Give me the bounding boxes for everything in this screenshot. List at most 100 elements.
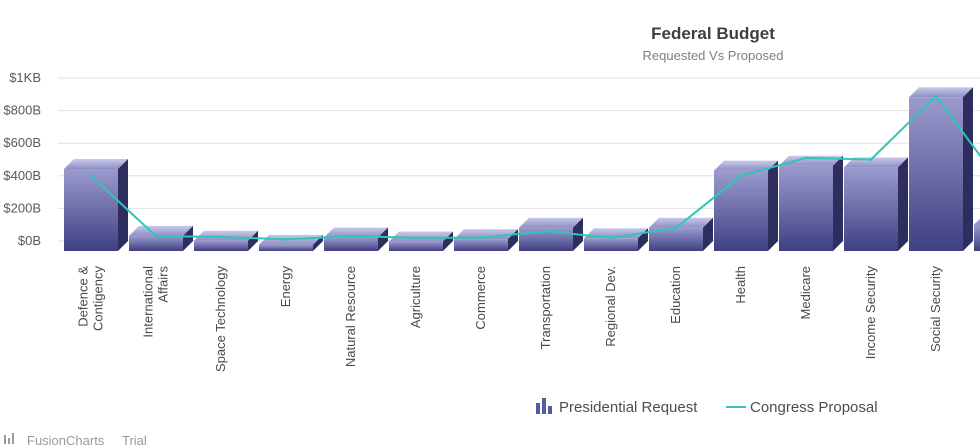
legend-label-congress-proposal: Congress Proposal (750, 399, 878, 416)
bar-front (389, 241, 443, 251)
y-tick-label: $600B (3, 135, 41, 150)
legend-label-presidential-request: Presidential Request (559, 399, 698, 416)
x-label-income-security: Income Security (863, 266, 878, 360)
x-label-energy: Energy (278, 266, 293, 308)
line-point (609, 236, 613, 240)
bar-front (584, 238, 638, 251)
line-point (154, 234, 158, 238)
y-tick-label: $800B (3, 103, 41, 118)
x-label-space-technology: Space Technology (213, 266, 228, 373)
y-axis-ticks: $0B $200B $400B $600B $800B $1KB (3, 70, 41, 248)
watermark: FusionCharts Trial (4, 433, 147, 448)
bar-international-affairs (129, 225, 193, 251)
bar-side (378, 227, 388, 251)
bar-social-security (909, 87, 973, 251)
bar-side (248, 230, 258, 251)
bar-side (313, 234, 323, 251)
y-tick-label: $1KB (9, 70, 41, 85)
bar-blank (974, 218, 980, 251)
line-point (674, 226, 678, 230)
bar-front (129, 235, 183, 251)
bar-agriculture (389, 231, 453, 251)
bar-top (519, 217, 583, 228)
line-series (89, 94, 980, 241)
x-tick-label: Medicare (798, 266, 813, 319)
chart-title: Federal Budget (651, 24, 775, 43)
line-point (414, 236, 418, 240)
legend-item-presidential-request[interactable]: Presidential Request (536, 398, 698, 416)
line-point (739, 174, 743, 178)
bar-front (714, 170, 768, 251)
bar-commerce (454, 229, 518, 251)
x-label-regional-dev: Regional Dev. (603, 266, 618, 347)
x-tick-label: Energy (278, 266, 293, 308)
bar-series (64, 87, 980, 251)
x-label-social-security: Social Security (928, 266, 943, 352)
bar-legend-icon (536, 403, 540, 414)
x-tick-label: Social Security (928, 266, 943, 352)
y-tick-label: $0B (18, 233, 41, 248)
y-tick-label: $400B (3, 168, 41, 183)
bar-top (714, 160, 778, 171)
bar-health (714, 160, 778, 251)
bar-front (974, 224, 980, 251)
x-tick-label: Commerce (473, 266, 488, 330)
bar-front (454, 239, 508, 251)
x-label-natural-resource: Natural Resource (343, 266, 358, 367)
line-point (284, 237, 288, 241)
legend-item-congress-proposal[interactable]: Congress Proposal (726, 399, 878, 416)
x-tick-label: Affairs (156, 266, 171, 303)
x-tick-label: Health (733, 266, 748, 304)
bar-legend-icon-right (548, 406, 552, 414)
x-tick-label: Regional Dev. (603, 266, 618, 347)
watermark-suffix: Trial (122, 433, 147, 448)
watermark-icon-bar-2 (8, 438, 10, 444)
watermark-icon-bar-3 (12, 433, 14, 444)
x-tick-label: Agriculture (408, 266, 423, 328)
bar-top (324, 227, 388, 238)
bar-side (703, 217, 713, 251)
x-label-health: Health (733, 266, 748, 304)
bar-top (974, 218, 980, 225)
bar-income-security (844, 157, 908, 251)
x-tick-label: Transportation (538, 266, 553, 349)
x-label-commerce: Commerce (473, 266, 488, 330)
x-tick-label: Education (668, 266, 683, 324)
line-point (804, 156, 808, 160)
x-tick-label: Defence & (76, 266, 91, 327)
bar-side (833, 155, 843, 251)
bar-medicare (779, 155, 843, 251)
bar-top (389, 231, 453, 242)
line-point (219, 235, 223, 239)
x-label-defence-contigency: Defence & Contigency (76, 266, 106, 332)
bar-front (909, 97, 963, 251)
line-point (89, 174, 93, 178)
line-point (349, 234, 353, 238)
bar-education (649, 217, 713, 251)
line-point (869, 158, 873, 161)
watermark-icon-bar-1 (4, 435, 6, 444)
legend: Presidential Request Congress Proposal (536, 398, 878, 416)
line-point (479, 236, 483, 240)
line-point (934, 94, 938, 98)
bar-space-technology (194, 230, 258, 251)
bar-front (64, 169, 118, 251)
bar-side (183, 225, 193, 251)
bar-side (768, 160, 778, 251)
bar-side (963, 87, 973, 251)
bar-front (779, 165, 833, 251)
bar-defence-contigency (64, 159, 128, 251)
line-point (544, 229, 548, 233)
bar-front (194, 240, 248, 251)
bar-natural-resource (324, 227, 388, 251)
chart-subtitle: Requested Vs Proposed (643, 48, 784, 63)
bar-legend-icon-mid (542, 398, 546, 414)
bar-top (909, 87, 973, 98)
x-label-agriculture: Agriculture (408, 266, 423, 328)
bar-front (844, 167, 898, 251)
bar-regional-dev (584, 228, 648, 251)
x-tick-label: Space Technology (213, 266, 228, 373)
x-label-international-affairs: International Affairs (141, 266, 171, 338)
